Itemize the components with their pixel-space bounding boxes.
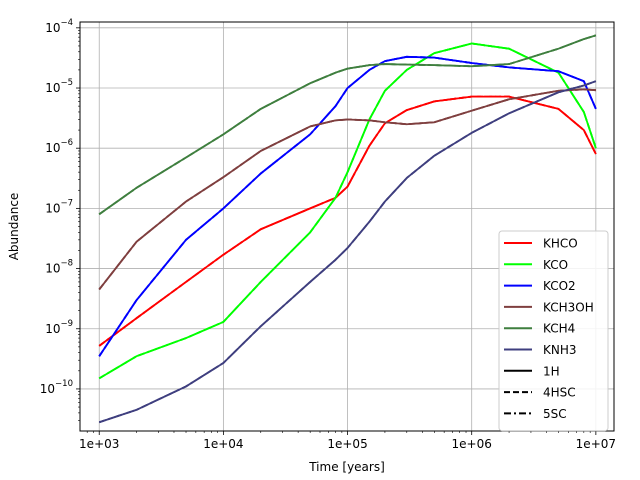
y-tick-base: 10: [40, 382, 55, 396]
series-line-kch3oh-5sc: [98, 88, 596, 290]
y-tick-exponent: −6: [60, 138, 73, 148]
x-axis-label: Time [years]: [308, 460, 385, 474]
legend: KHCO KCO KCO2 KCH3OH KCH4 KNH3 1H 4HSC 5SC: [498, 230, 609, 432]
y-tick-base: 10: [45, 81, 60, 95]
y-tick-exponent: −10: [55, 379, 73, 389]
y-tick-exponent: −4: [60, 18, 73, 28]
y-axis-label: Abundance: [7, 193, 21, 261]
plot-area: [98, 34, 597, 424]
y-tick-base: 10: [45, 21, 60, 35]
legend-box: [498, 230, 609, 432]
legend-label: 5SC: [543, 407, 567, 421]
y-tick-base: 10: [45, 322, 60, 336]
y-tick-label: 10−8: [45, 259, 73, 276]
legend-label: KNH3: [543, 343, 577, 357]
y-tick-exponent: −7: [60, 198, 73, 208]
legend-label: KCO: [543, 258, 568, 272]
y-tick-label: 10−6: [45, 138, 73, 155]
y-tick-exponent: −5: [60, 78, 73, 88]
y-tick-label: 10−7: [45, 198, 73, 215]
y-tick-label: 10−10: [40, 379, 73, 396]
series-line-kco-5sc: [98, 42, 597, 380]
series-line-khco-5sc: [98, 95, 597, 347]
legend-label: 1H: [543, 364, 560, 378]
y-tick-base: 10: [45, 141, 60, 155]
series-line-knh3-5sc: [98, 80, 597, 424]
legend-label: KCH3OH: [543, 300, 594, 314]
y-tick-exponent: −9: [60, 319, 73, 329]
y-tick-label: 10−5: [45, 78, 73, 95]
legend-label: KCH4: [543, 322, 575, 336]
series-line-kco2-5sc: [98, 55, 597, 357]
x-tick-label: 1e+07: [576, 437, 616, 451]
y-tick-label: 10−4: [45, 18, 73, 35]
y-tick-base: 10: [45, 201, 60, 215]
legend-label: 4HSC: [543, 386, 576, 400]
y-tick-base: 10: [45, 262, 60, 276]
y-tick-exponent: −8: [60, 259, 73, 269]
series-line-kch4-5sc: [98, 34, 597, 215]
legend-label: KHCO: [543, 237, 578, 251]
y-tick-label: 10−9: [45, 319, 73, 336]
x-tick-label: 1e+03: [79, 437, 119, 451]
x-tick-label: 1e+04: [203, 437, 243, 451]
legend-label: KCO2: [543, 279, 576, 293]
x-axis-ticks: 1e+03 1e+04 1e+05 1e+06 1e+07: [79, 431, 616, 451]
x-tick-label: 1e+05: [327, 437, 367, 451]
x-tick-label: 1e+06: [452, 437, 492, 451]
